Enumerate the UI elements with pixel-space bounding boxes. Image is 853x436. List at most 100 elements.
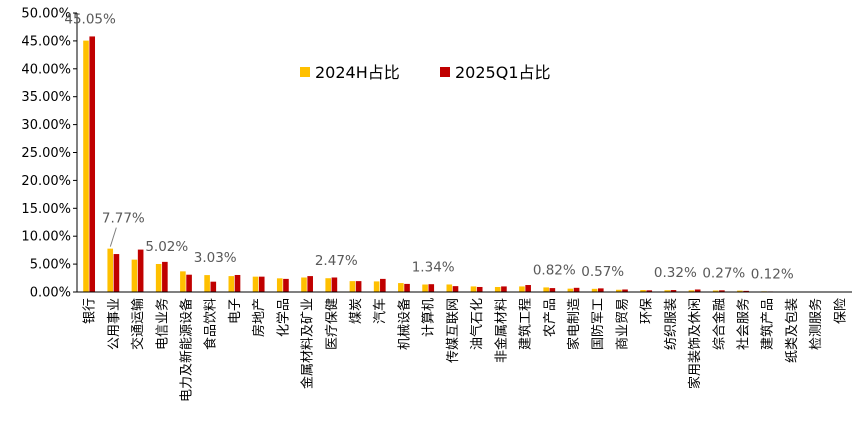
- bar-2024h: [180, 271, 186, 292]
- data-label: 0.12%: [751, 266, 794, 282]
- data-label: 0.32%: [654, 265, 697, 281]
- y-tick-label: 35.00%: [21, 90, 71, 105]
- bar-2025q1: [258, 276, 265, 292]
- bar-2024h: [664, 290, 671, 292]
- bar-2025q1: [89, 36, 96, 292]
- bar-2024h: [252, 276, 259, 292]
- bar-2024h: [519, 286, 525, 292]
- x-tick-label: 食品饮料: [203, 298, 219, 350]
- bar-2024h: [204, 275, 210, 292]
- bar-2025q1: [307, 276, 313, 292]
- bar-2025q1: [646, 290, 653, 292]
- bar-2025q1: [113, 254, 120, 292]
- bar-2024h: [422, 284, 428, 292]
- label-leader-line: [109, 227, 117, 247]
- bar-2024h: [373, 281, 380, 292]
- bar-2025q1: [549, 288, 556, 292]
- bar-2024h: [83, 40, 89, 292]
- bar-2024h: [712, 290, 719, 292]
- x-tick-label: 建筑产品: [760, 298, 776, 350]
- x-tick-label: 纸类及包装: [785, 298, 800, 363]
- bar-2025q1: [622, 289, 628, 292]
- x-tick-label: 医疗保健: [325, 298, 340, 350]
- bar-2024h: [107, 248, 114, 292]
- bar-2025q1: [743, 290, 749, 292]
- data-label: 1.34%: [412, 260, 455, 276]
- x-tick-label: 国防军工: [590, 298, 606, 350]
- x-tick-label: 农产品: [543, 298, 558, 337]
- bar-2025q1: [404, 283, 410, 292]
- x-tick-label: 汽车: [372, 298, 388, 324]
- y-tick-label: 10.00%: [21, 230, 71, 245]
- legend-label: 2025Q1占比: [455, 63, 551, 82]
- data-label: 0.57%: [581, 264, 624, 280]
- bar-2024h: [640, 290, 646, 292]
- data-label: 0.82%: [533, 262, 576, 278]
- data-label: 7.77%: [102, 211, 145, 227]
- bar-2025q1: [694, 289, 701, 292]
- y-axis: 0.00% 5.00% 10.00% 15.00% 20.00% 25.00% 30.00%…: [21, 7, 78, 301]
- bar-2025q1: [283, 278, 289, 292]
- bar-2025q1: [137, 249, 144, 292]
- bar-2025q1: [162, 261, 168, 292]
- x-tick-label: 交通运输: [130, 298, 146, 350]
- bar-2024h: [325, 278, 331, 292]
- bar-2025q1: [573, 287, 580, 292]
- y-tick-label: 45.00%: [21, 34, 71, 49]
- bar-2025q1: [186, 274, 192, 292]
- bar-2025q1: [234, 274, 241, 292]
- data-label: 2.47%: [315, 253, 358, 269]
- x-tick-label: 商业贸易: [615, 298, 630, 350]
- bar-2024h: [398, 283, 404, 292]
- x-tick-label: 化学品: [275, 298, 291, 337]
- bar-2024h: [616, 289, 622, 292]
- x-tick-label: 煤炭: [349, 298, 364, 324]
- x-tick-label: 油气石化: [469, 298, 485, 350]
- x-tick-label: 机械设备: [396, 298, 412, 350]
- bar-2024h: [301, 277, 307, 292]
- x-tick-label: 家电制造: [566, 298, 582, 350]
- bar-2024h: [470, 286, 477, 292]
- bar-2024h: [446, 284, 453, 292]
- data-label: 45.05%: [64, 12, 116, 28]
- x-tick-label: 检测服务: [808, 298, 824, 350]
- data-label: 0.27%: [702, 265, 745, 281]
- bar-2025q1: [476, 286, 483, 292]
- bar-2025q1: [598, 288, 604, 292]
- data-label: 5.02%: [145, 239, 188, 255]
- bar-2025q1: [670, 290, 677, 292]
- x-tick-label: 家用装饰及休闲: [687, 298, 703, 389]
- x-tick-label: 综合金融: [711, 298, 727, 350]
- x-tick-label: 建筑工程: [518, 298, 534, 350]
- y-tick-label: 30.00%: [21, 118, 71, 133]
- x-tick-label: 计算机: [422, 298, 437, 337]
- x-tick-label: 环保: [640, 298, 655, 324]
- bar-2024h: [543, 287, 549, 292]
- bar-2025q1: [331, 277, 338, 292]
- legend: 2024H占比 2025Q1占比: [300, 63, 551, 82]
- legend-swatch: [300, 67, 310, 77]
- bar-2024h: [494, 286, 501, 292]
- legend-label: 2024H占比: [315, 63, 400, 82]
- bar-2024h: [737, 290, 743, 292]
- x-tick-label: 纺织服装: [664, 298, 679, 350]
- legend-swatch: [440, 67, 450, 77]
- bar-2024h: [276, 278, 283, 292]
- x-tick-label: 电信业务: [154, 298, 170, 350]
- x-tick-label: 房地产: [251, 298, 267, 337]
- y-tick-label: 25.00%: [21, 146, 71, 161]
- bar-2025q1: [428, 284, 435, 292]
- bar-2024h: [349, 281, 356, 292]
- x-tick-label: 社会服务: [736, 298, 752, 350]
- bar-2025q1: [210, 281, 217, 292]
- bar-2025q1: [355, 281, 362, 292]
- x-tick-label: 电力及新能源设备: [178, 298, 194, 402]
- bar-2025q1: [452, 286, 459, 292]
- bar-2025q1: [380, 278, 386, 292]
- x-tick-label: 传媒互联网: [446, 298, 461, 363]
- data-labels: 45.05% 7.77%5.02% 3.03% 2.47% 1.34% 0.82% 0.57…: [64, 12, 793, 283]
- bar-2024h: [688, 290, 695, 292]
- x-tick-label: 非金属材料: [493, 298, 509, 363]
- bar-2024h: [228, 276, 235, 292]
